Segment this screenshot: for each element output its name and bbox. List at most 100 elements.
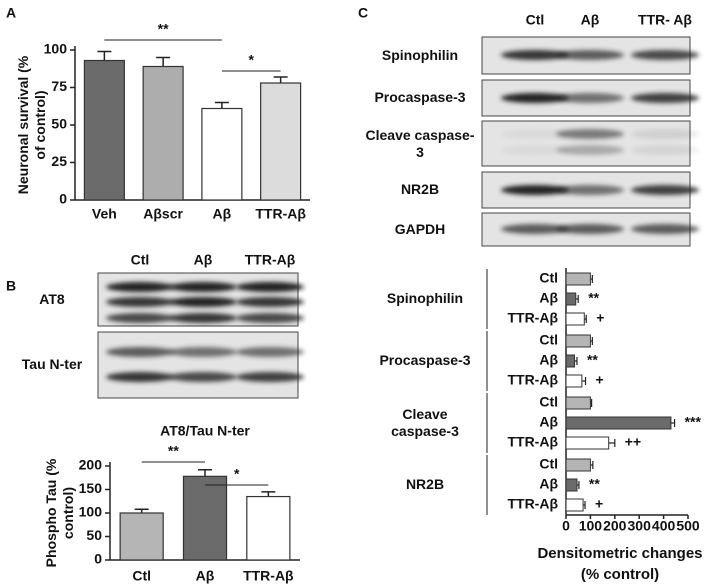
x-tick-label: TTR-Aβ — [243, 568, 294, 584]
blot-band — [169, 313, 237, 323]
bar — [565, 396, 591, 410]
bar — [565, 334, 591, 348]
series-label: Ctl — [539, 456, 558, 472]
bar — [83, 59, 125, 201]
bar — [565, 374, 583, 388]
x-tick-label: 0 — [562, 518, 570, 534]
row-label: Spinophilin — [381, 46, 459, 63]
significance-label: ** — [168, 443, 179, 459]
bar — [565, 416, 672, 430]
x-tick-label: TTR-Aβ — [255, 206, 306, 222]
blot-band — [236, 282, 304, 292]
bar — [142, 65, 184, 201]
significance-label: * — [234, 466, 240, 482]
y-tick-label: 100 — [44, 41, 68, 57]
row-label: Cleave caspase-3 — [365, 126, 475, 160]
significance-label: *** — [685, 414, 702, 430]
x-tick-label: Ctl — [132, 568, 151, 584]
blot-band — [501, 145, 569, 155]
blot-band — [631, 93, 699, 103]
chart-title: AT8/Tau N-ter — [160, 423, 250, 439]
blot-frame — [97, 331, 299, 399]
blot-band — [556, 224, 624, 234]
blot-band — [631, 129, 699, 139]
blot-band — [106, 347, 174, 357]
bar — [565, 436, 610, 450]
bar — [565, 272, 591, 286]
panel-letter: C — [358, 5, 368, 21]
series-label: Aβ — [539, 290, 558, 306]
blot-band — [106, 282, 174, 292]
significance-label: ** — [158, 21, 169, 37]
y-tick-label: 75 — [51, 78, 67, 94]
x-tick-label: Veh — [92, 206, 117, 222]
panel-letter: B — [6, 278, 16, 294]
row-label: Tau N-ter — [21, 356, 83, 372]
y-axis-label: Phospho Tau (% control) — [43, 458, 76, 568]
series-label: Aβ — [539, 414, 558, 430]
blot-band — [106, 297, 174, 307]
blot-band — [631, 224, 699, 234]
blot-band — [631, 185, 699, 195]
blot-band — [556, 50, 624, 60]
panel-letter: A — [6, 5, 16, 21]
lane-label: Aβ — [581, 12, 600, 28]
blot-band — [106, 313, 174, 323]
bar — [565, 498, 584, 512]
series-label: TTR-Aβ — [507, 496, 558, 512]
blot-band — [236, 297, 304, 307]
blot-band — [169, 282, 237, 292]
bar — [119, 512, 164, 561]
blot-band — [501, 129, 569, 139]
series-label: Ctl — [539, 332, 558, 348]
blot-frame — [481, 120, 691, 167]
group-label: Cleave caspase-3 — [391, 406, 459, 439]
blot-band — [236, 313, 304, 323]
blot-band — [556, 145, 624, 155]
blot-band — [236, 372, 304, 382]
x-tick-label: Aβscr — [143, 206, 183, 222]
x-tick-label: 200 — [603, 518, 627, 534]
y-tick-label: 0 — [59, 191, 67, 207]
significance-label: + — [595, 496, 603, 512]
series-label: TTR-Aβ — [507, 372, 558, 388]
blot-band — [556, 185, 624, 195]
bar — [565, 312, 585, 326]
lane-label: Ctl — [526, 12, 545, 28]
blot-band — [169, 347, 237, 357]
bar — [182, 475, 228, 561]
blot-band — [106, 372, 174, 382]
blot-band — [501, 50, 569, 60]
lane-label: TTR-Aβ — [245, 252, 296, 268]
row-label: AT8 — [39, 290, 65, 307]
lane-label: TTR- Aβ — [638, 12, 692, 28]
bar — [565, 458, 591, 472]
series-label: Ctl — [539, 394, 558, 410]
y-tick-label: 0 — [94, 551, 102, 567]
row-label: NR2B — [400, 181, 440, 197]
x-axis-label: Densitometric changes (% control) — [537, 545, 703, 583]
series-label: TTR-Aβ — [507, 434, 558, 450]
x-tick-label: 500 — [676, 518, 700, 534]
row-label: GAPDH — [394, 220, 446, 237]
y-tick-label: 50 — [51, 116, 67, 132]
significance-label: + — [596, 372, 604, 388]
series-label: Aβ — [539, 352, 558, 368]
blot-band — [631, 145, 699, 155]
series-label: Aβ — [539, 476, 558, 492]
blot-band — [169, 297, 237, 307]
series-label: Ctl — [539, 270, 558, 286]
x-tick-label: 100 — [579, 518, 603, 534]
y-axis-label: Neuronal survival (% of control) — [15, 55, 48, 195]
y-tick-label: 50 — [86, 527, 102, 543]
group-label: Procaspase-3 — [379, 352, 471, 368]
blot-band — [556, 93, 624, 103]
bar — [565, 478, 578, 492]
significance-label: ** — [589, 476, 600, 492]
significance-label: + — [596, 310, 604, 326]
x-tick-label: Aβ — [196, 568, 215, 584]
y-tick-label: 25 — [51, 153, 67, 169]
lane-label: Ctl — [131, 252, 150, 268]
row-label: Procaspase-3 — [374, 89, 466, 105]
